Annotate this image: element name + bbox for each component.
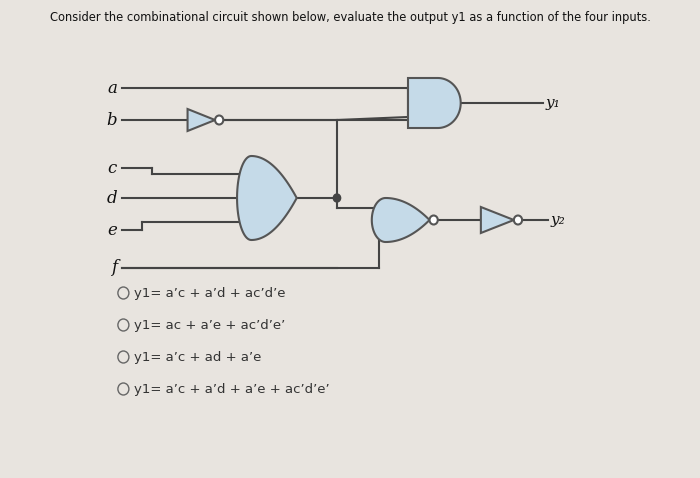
Polygon shape	[481, 207, 514, 233]
Text: e: e	[107, 221, 117, 239]
Polygon shape	[188, 109, 215, 131]
Polygon shape	[237, 156, 297, 240]
Circle shape	[333, 194, 341, 202]
Text: y1= ac + a’e + ac’d’e’: y1= ac + a’e + ac’d’e’	[134, 318, 286, 332]
Polygon shape	[408, 78, 461, 128]
Text: b: b	[106, 111, 117, 129]
Text: a: a	[107, 79, 117, 97]
Text: f: f	[111, 260, 117, 276]
Circle shape	[215, 116, 223, 124]
Text: Consider the combinational circuit shown below, evaluate the output y1 as a func: Consider the combinational circuit shown…	[50, 11, 651, 24]
Text: y1= a’c + ad + a’e: y1= a’c + ad + a’e	[134, 350, 262, 363]
Polygon shape	[372, 198, 430, 242]
Text: c: c	[108, 160, 117, 176]
Circle shape	[514, 216, 522, 225]
Text: y1= a’c + a’d + ac’d’e: y1= a’c + a’d + ac’d’e	[134, 286, 286, 300]
Circle shape	[430, 216, 438, 225]
Text: y₂: y₂	[550, 213, 566, 227]
Text: y1= a’c + a’d + a’e + ac’d’e’: y1= a’c + a’d + a’e + ac’d’e’	[134, 382, 330, 395]
Text: y₁: y₁	[546, 96, 561, 110]
Text: d: d	[106, 189, 117, 206]
